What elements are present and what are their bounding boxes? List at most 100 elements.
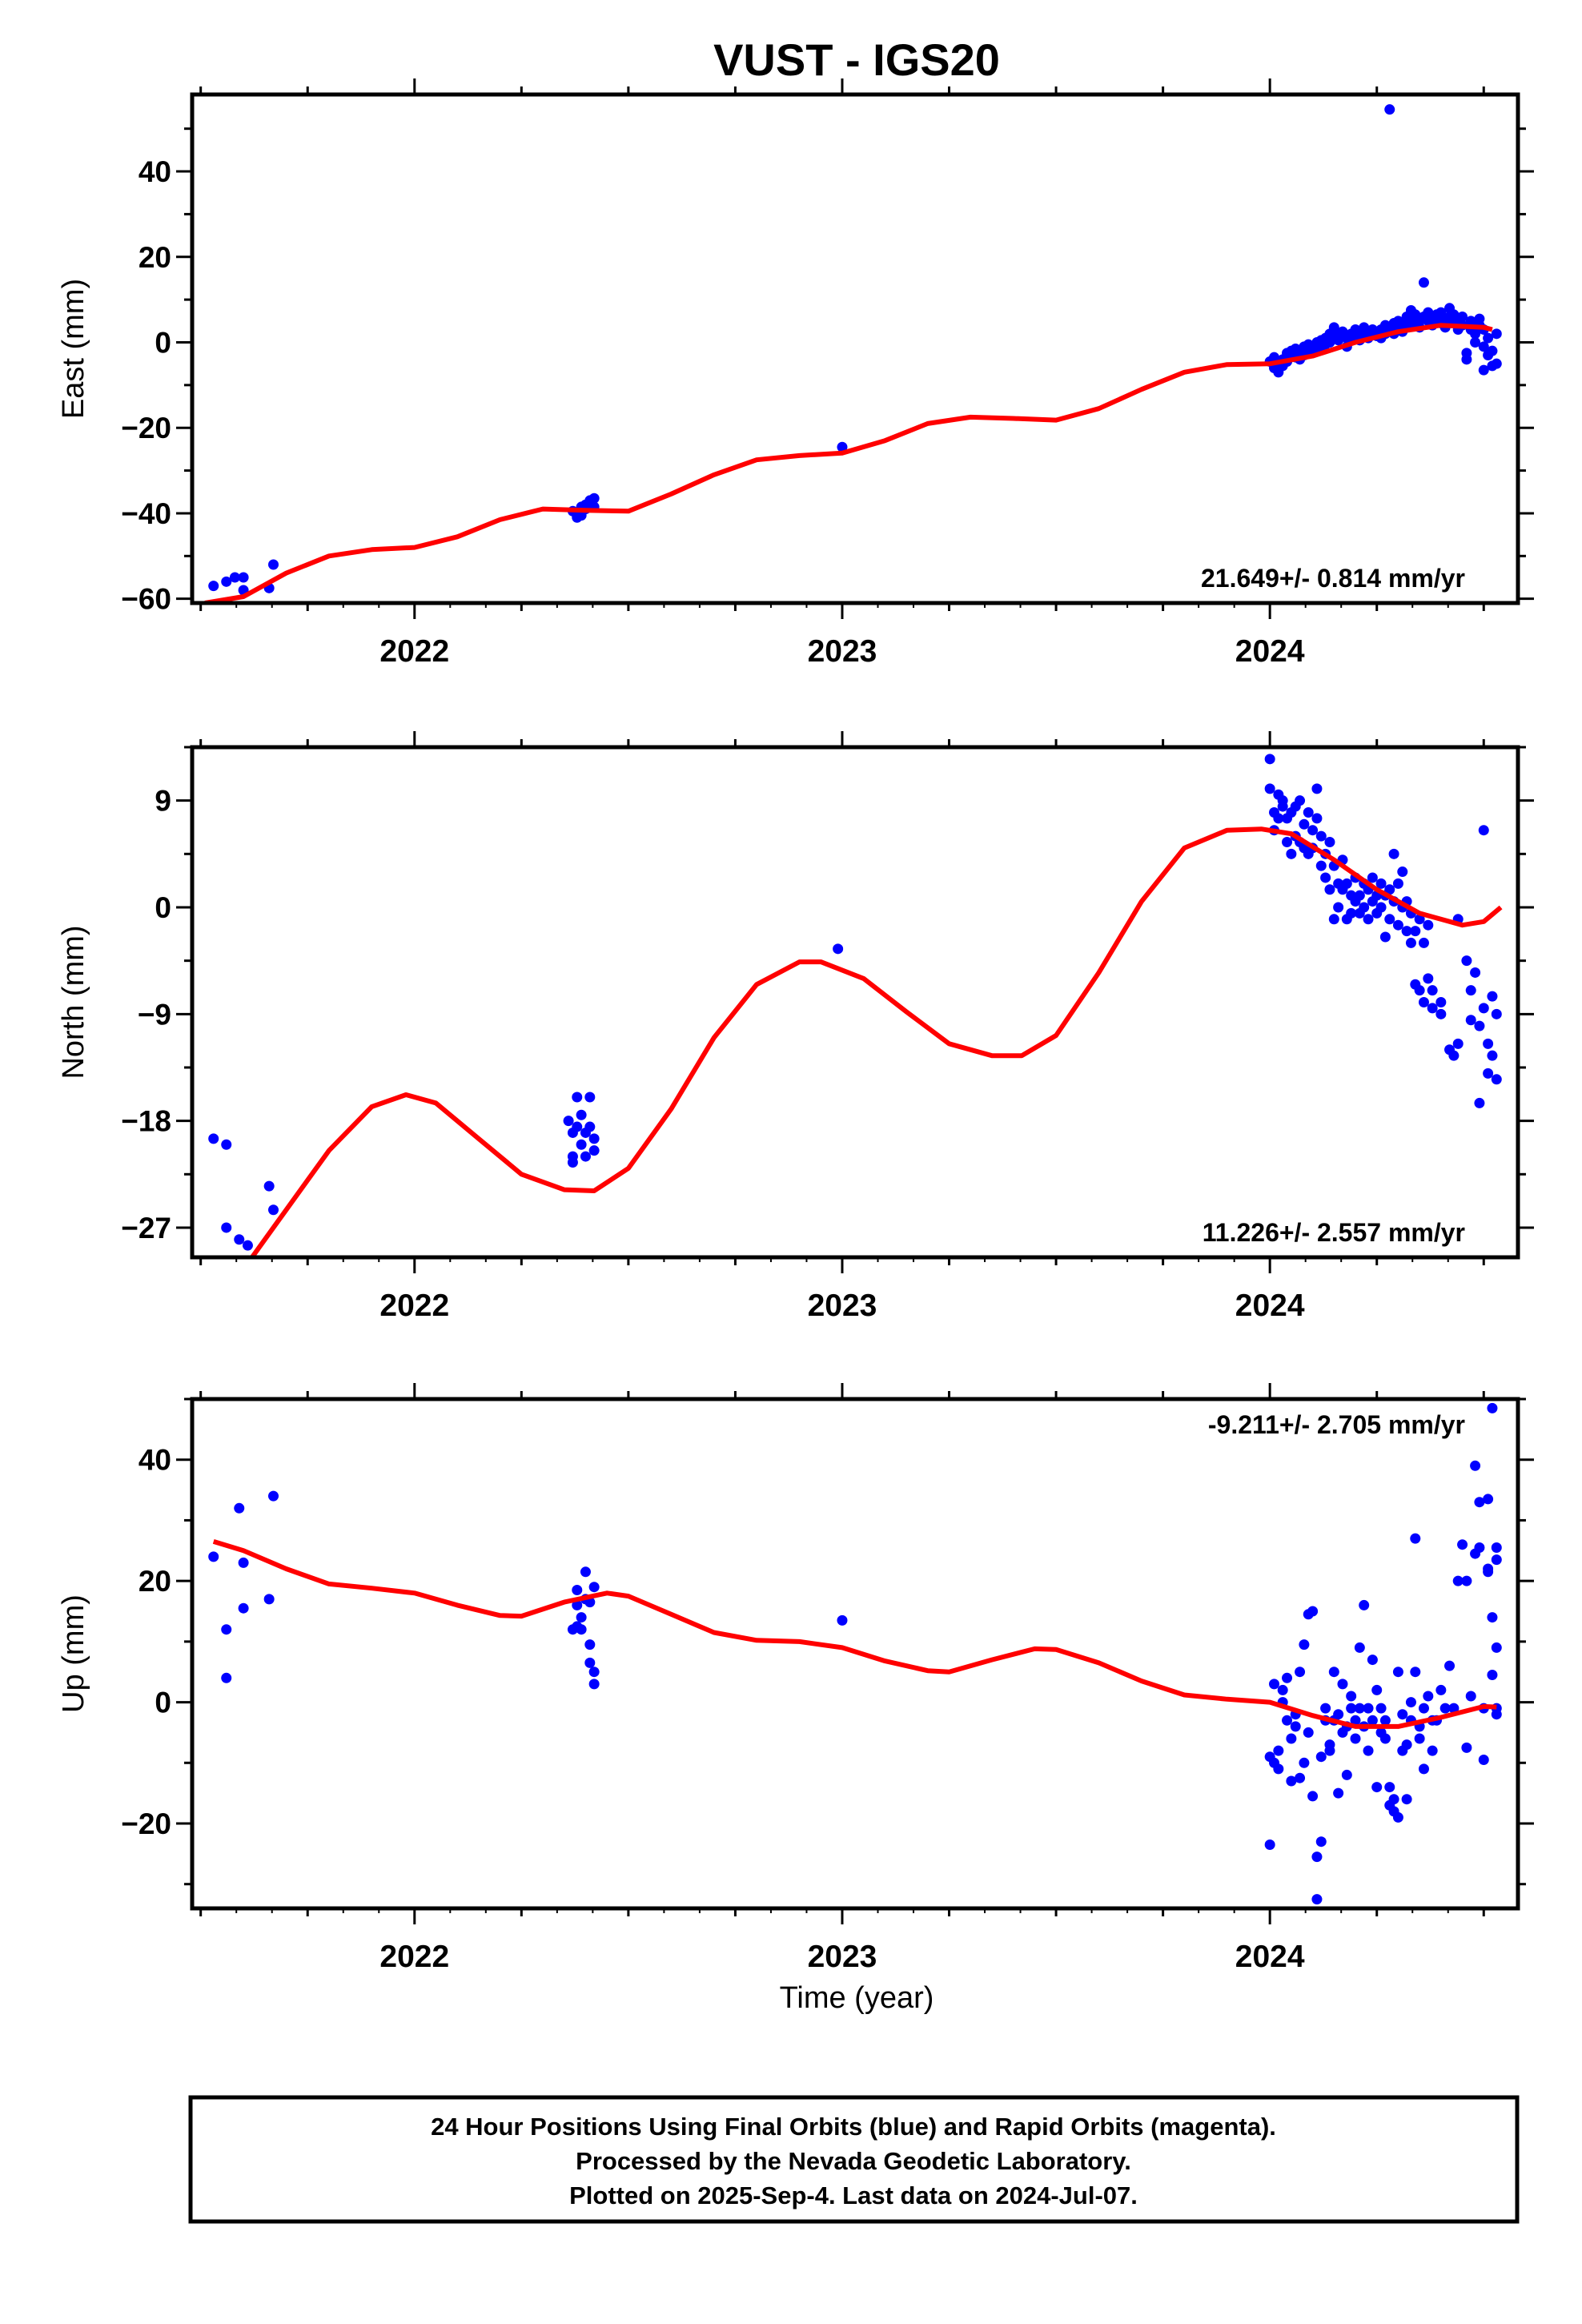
panel-east-data-point bbox=[1478, 364, 1489, 376]
panel-up-data-point bbox=[1435, 1684, 1447, 1695]
panel-east-data-point bbox=[1461, 354, 1472, 365]
panel-up-data-point bbox=[1483, 1563, 1494, 1574]
panel-up-rate-label: -9.211+/- 2.705 mm/yr bbox=[1208, 1410, 1465, 1439]
panel-north-y-tick-label: 0 bbox=[155, 891, 171, 924]
panel-up-data-point bbox=[1354, 1703, 1365, 1714]
panel-north-data-point bbox=[1277, 795, 1288, 806]
panel-north-data-point bbox=[1324, 884, 1335, 895]
panel-up-data-point bbox=[1491, 1642, 1502, 1653]
panel-north-data-point bbox=[1311, 783, 1323, 794]
panel-east-data-point bbox=[1491, 328, 1502, 340]
panel-up-data-point bbox=[1483, 1494, 1494, 1505]
panel-north-data-point bbox=[1354, 890, 1365, 901]
panel-north-data-point bbox=[208, 1133, 219, 1144]
panel-up-y-tick-label: −20 bbox=[121, 1807, 171, 1840]
panel-east-data-point bbox=[588, 493, 600, 504]
panel-up-data-point bbox=[1444, 1660, 1456, 1671]
panel-up-data-point bbox=[1333, 1709, 1344, 1720]
panel-north-data-point bbox=[1487, 1050, 1498, 1061]
panel-east-model-line bbox=[204, 323, 1493, 603]
panel-up-data-point bbox=[1269, 1679, 1280, 1690]
panel-east-data-point bbox=[267, 559, 279, 570]
panel-north-data-point bbox=[1474, 1020, 1485, 1031]
up-panel: 2022 2023 2024 40 20 0 −20 Up (mm) -9.211+/- 2.7… bbox=[57, 1383, 1534, 1974]
panel-up-x-tick-label: 2023 bbox=[808, 1940, 877, 1974]
chart-title: VUST - IGS20 bbox=[713, 34, 1000, 85]
panel-east-rate-label: 21.649+/- 0.814 mm/yr bbox=[1201, 564, 1465, 593]
panel-north-data-point bbox=[263, 1180, 275, 1192]
panel-up-data-point bbox=[1457, 1539, 1468, 1550]
panel-east-y-tick-label: 20 bbox=[139, 241, 171, 274]
panel-up-data-point bbox=[1307, 1606, 1319, 1617]
panel-north-data-point bbox=[1392, 919, 1403, 931]
panel-up-data-point bbox=[221, 1624, 232, 1635]
panel-north-data-point bbox=[1478, 825, 1489, 836]
panel-up-data-point bbox=[1461, 1742, 1472, 1753]
panel-north-data-point bbox=[1384, 884, 1395, 895]
panel-up-data-point bbox=[1474, 1497, 1485, 1508]
panel-north-data-point bbox=[1474, 1097, 1485, 1108]
panel-up-data-point bbox=[1427, 1745, 1438, 1756]
panel-up-data-point bbox=[1461, 1575, 1472, 1586]
panel-north-data-point bbox=[1483, 1038, 1494, 1049]
panel-up-data-point bbox=[1299, 1639, 1310, 1651]
panel-north-data-point bbox=[1401, 926, 1412, 937]
panel-north-data-point bbox=[221, 1139, 232, 1150]
panel-up-data-point bbox=[1282, 1672, 1293, 1683]
panel-up-data-point bbox=[208, 1551, 219, 1562]
panel-east-data-point bbox=[1483, 332, 1494, 344]
panel-north-y-axis-label: North (mm) bbox=[57, 925, 90, 1079]
panel-up-data-point bbox=[1315, 1836, 1327, 1848]
panel-north-y-tick-label: 9 bbox=[155, 785, 171, 818]
panel-up-data-point bbox=[1487, 1612, 1498, 1623]
panel-east-data-point bbox=[1470, 336, 1481, 348]
panel-east-data-point bbox=[1491, 358, 1502, 369]
panel-up-data-point bbox=[1439, 1703, 1451, 1714]
panel-north-data-point bbox=[1315, 860, 1327, 871]
panel-up-data-point bbox=[584, 1639, 596, 1651]
panel-up-data-point bbox=[1487, 1670, 1498, 1680]
panel-up-y-axis-label: Up (mm) bbox=[57, 1594, 90, 1713]
panel-up-data-point bbox=[588, 1679, 600, 1690]
panel-north-data-point bbox=[1359, 902, 1370, 913]
panel-north-data-point bbox=[1341, 878, 1352, 889]
panel-north-data-point bbox=[1273, 813, 1284, 824]
panel-north-data-point bbox=[1423, 973, 1434, 984]
panel-east-data-point bbox=[1487, 345, 1498, 356]
panel-up-data-point bbox=[1328, 1667, 1339, 1678]
panel-north-data-point bbox=[1388, 848, 1399, 859]
panel-north-data-point bbox=[1435, 997, 1447, 1007]
panel-east-data-point bbox=[1457, 311, 1468, 322]
panel-north-data-point bbox=[1282, 837, 1293, 848]
x-axis-label: Time (year) bbox=[780, 1981, 934, 2015]
panel-up-data-point bbox=[584, 1657, 596, 1668]
panel-north-data-point bbox=[1333, 902, 1344, 913]
panel-up-data-layer bbox=[208, 1402, 1502, 1905]
panel-north-data-point bbox=[588, 1133, 600, 1144]
panel-up-data-point bbox=[1282, 1715, 1293, 1726]
panel-north-data-point bbox=[576, 1109, 587, 1120]
panel-up-data-point bbox=[1418, 1703, 1429, 1714]
panel-up-data-point bbox=[1303, 1727, 1314, 1738]
footer-frame bbox=[188, 2095, 1520, 2224]
panel-north-data-point bbox=[242, 1240, 253, 1251]
panel-north-data-point bbox=[1491, 1074, 1502, 1085]
panel-up-frame bbox=[190, 1397, 1520, 1911]
panel-up-data-point bbox=[1264, 1839, 1275, 1850]
panel-up-data-point bbox=[1333, 1787, 1344, 1799]
panel-up-data-point bbox=[1273, 1745, 1284, 1756]
panel-north-rate-label: 11.226+/- 2.557 mm/yr bbox=[1203, 1218, 1465, 1247]
panel-up-data-point bbox=[1410, 1533, 1421, 1544]
panel-north-data-point bbox=[576, 1139, 587, 1150]
panel-north-data-point bbox=[1392, 878, 1403, 889]
panel-north-data-point bbox=[1452, 1038, 1464, 1049]
panel-up-data-point bbox=[1379, 1733, 1391, 1744]
panel-north-data-point bbox=[1346, 907, 1357, 919]
panel-north-model-line bbox=[250, 826, 1503, 1257]
panel-north-data-point bbox=[1375, 878, 1387, 889]
panel-north-data-point bbox=[567, 1151, 578, 1162]
panel-east-frame bbox=[190, 92, 1520, 605]
north-panel: 2022 2023 2024 9 0 −9 −18 −27 North (mm) 11.226+/… bbox=[57, 731, 1534, 1323]
panel-north-data-point bbox=[1363, 914, 1374, 925]
panel-east-data-point bbox=[1435, 307, 1447, 318]
